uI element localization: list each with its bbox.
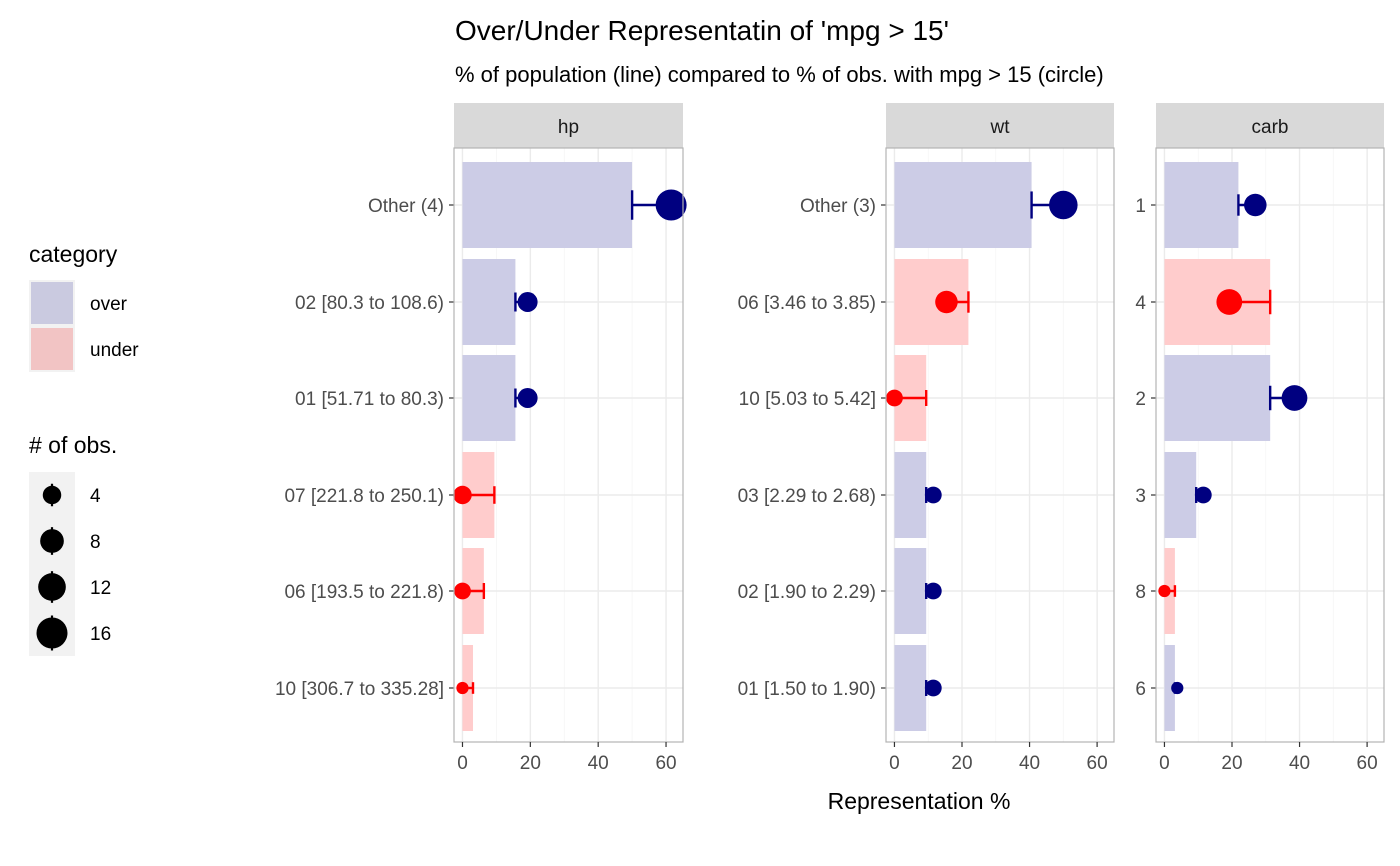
observation-point xyxy=(1194,486,1212,504)
observation-point xyxy=(453,485,472,505)
legend-size-label: 16 xyxy=(90,624,111,645)
legend-size-label: 12 xyxy=(90,578,111,599)
population-bar xyxy=(1164,162,1239,248)
x-tick-label: 0 xyxy=(1159,753,1170,774)
observation-point xyxy=(1244,193,1267,217)
legend-size-label: 8 xyxy=(90,532,101,553)
y-tick-label: 8 xyxy=(1135,582,1146,603)
y-tick-label: 2 xyxy=(1135,389,1146,410)
y-tick-label: 4 xyxy=(1135,293,1146,314)
observation-point xyxy=(517,292,538,312)
facet-strip-hp xyxy=(454,103,683,148)
y-tick-label: 01 [1.50 to 1.90) xyxy=(738,679,876,700)
population-bar xyxy=(462,259,516,345)
observation-point xyxy=(886,389,903,407)
y-tick-label: Other (4) xyxy=(368,196,444,217)
observation-point xyxy=(454,582,471,600)
y-tick-label: 10 [306.7 to 335.28] xyxy=(275,679,444,700)
x-tick-label: 20 xyxy=(951,753,972,774)
facet-wt: wt Other (3) 06 [3.46 to 3.85) 10 [5.03 to … xyxy=(738,103,1115,774)
y-tick-label: 02 [80.3 to 108.6) xyxy=(295,293,444,314)
panel-border xyxy=(1155,147,1385,743)
facet-strip-label: carb xyxy=(1252,117,1289,138)
panel-border xyxy=(453,147,684,743)
panel-border xyxy=(885,147,1115,743)
x-tick-label: 40 xyxy=(1019,753,1040,774)
y-tick-label: 10 [5.03 to 5.42] xyxy=(739,389,876,410)
population-bar xyxy=(462,162,633,248)
y-tick-label: 3 xyxy=(1135,486,1146,507)
observation-point xyxy=(924,679,942,697)
x-tick-label: 0 xyxy=(457,753,468,774)
observation-point xyxy=(924,486,942,504)
population-bar xyxy=(1164,452,1197,538)
x-axis-title: Representation % xyxy=(828,788,1011,814)
facet-strip-label: hp xyxy=(558,117,579,138)
legend-category-swatch xyxy=(31,328,73,370)
legend-size-label: 4 xyxy=(90,486,101,507)
observation-point xyxy=(1171,681,1184,695)
population-bar xyxy=(462,355,516,441)
population-bar xyxy=(894,645,927,731)
observation-point xyxy=(1281,385,1308,411)
legend: category # of obs. over under 4 8 12 16 xyxy=(29,241,139,656)
observation-point xyxy=(1049,190,1078,220)
y-tick-label: Other (3) xyxy=(800,196,876,217)
facet-strip-wt xyxy=(886,103,1114,148)
population-bar xyxy=(894,162,1032,248)
observation-point xyxy=(456,681,469,695)
observation-point xyxy=(924,582,942,600)
x-tick-label: 20 xyxy=(1221,753,1242,774)
population-bar xyxy=(894,452,927,538)
x-tick-label: 40 xyxy=(588,753,609,774)
legend-size-point xyxy=(36,617,68,649)
x-tick-label: 40 xyxy=(1289,753,1310,774)
x-tick-label: 0 xyxy=(889,753,900,774)
legend-category-label: under xyxy=(90,340,139,361)
chart-title: Over/Under Representatin of 'mpg > 15' xyxy=(455,15,949,46)
x-tick-label: 20 xyxy=(520,753,541,774)
y-tick-label: 06 [193.5 to 221.8) xyxy=(284,582,444,603)
y-tick-label: 01 [51.71 to 80.3) xyxy=(295,389,444,410)
chart-subtitle: % of population (line) compared to % of … xyxy=(455,62,1104,87)
legend-size-point xyxy=(38,573,66,601)
y-tick-label: 02 [1.90 to 2.29) xyxy=(738,582,876,603)
facet-hp: hp Other (4) 02 [80.3 to 108.6) 01 [51.71 t… xyxy=(275,103,687,774)
legend-size-point xyxy=(42,485,62,505)
population-bar xyxy=(894,548,927,634)
facet-strip-carb xyxy=(1156,103,1384,148)
observation-point xyxy=(1158,584,1171,598)
population-bar xyxy=(1164,355,1271,441)
x-tick-label: 60 xyxy=(1357,753,1378,774)
facet-strip-label: wt xyxy=(990,117,1011,138)
y-tick-label: 06 [3.46 to 3.85) xyxy=(738,293,876,314)
observation-point xyxy=(655,189,687,221)
legend-category-swatch xyxy=(31,282,73,324)
observation-point xyxy=(517,388,538,408)
legend-size-point xyxy=(40,529,64,553)
y-tick-label: 03 [2.29 to 2.68) xyxy=(738,486,876,507)
y-tick-label: 1 xyxy=(1135,196,1146,217)
x-tick-label: 60 xyxy=(655,753,676,774)
y-tick-label: 6 xyxy=(1135,679,1146,700)
legend-category-label: over xyxy=(90,294,128,315)
y-tick-label: 07 [221.8 to 250.1) xyxy=(284,486,444,507)
population-bar xyxy=(1164,645,1175,731)
x-tick-label: 60 xyxy=(1087,753,1108,774)
legend-size-title: # of obs. xyxy=(29,432,117,458)
observation-point xyxy=(1216,289,1243,315)
facet-panels: hp Other (4) 02 [80.3 to 108.6) 01 [51.71 t… xyxy=(275,103,1385,774)
legend-category-title: category xyxy=(29,241,118,267)
observation-point xyxy=(935,290,958,314)
